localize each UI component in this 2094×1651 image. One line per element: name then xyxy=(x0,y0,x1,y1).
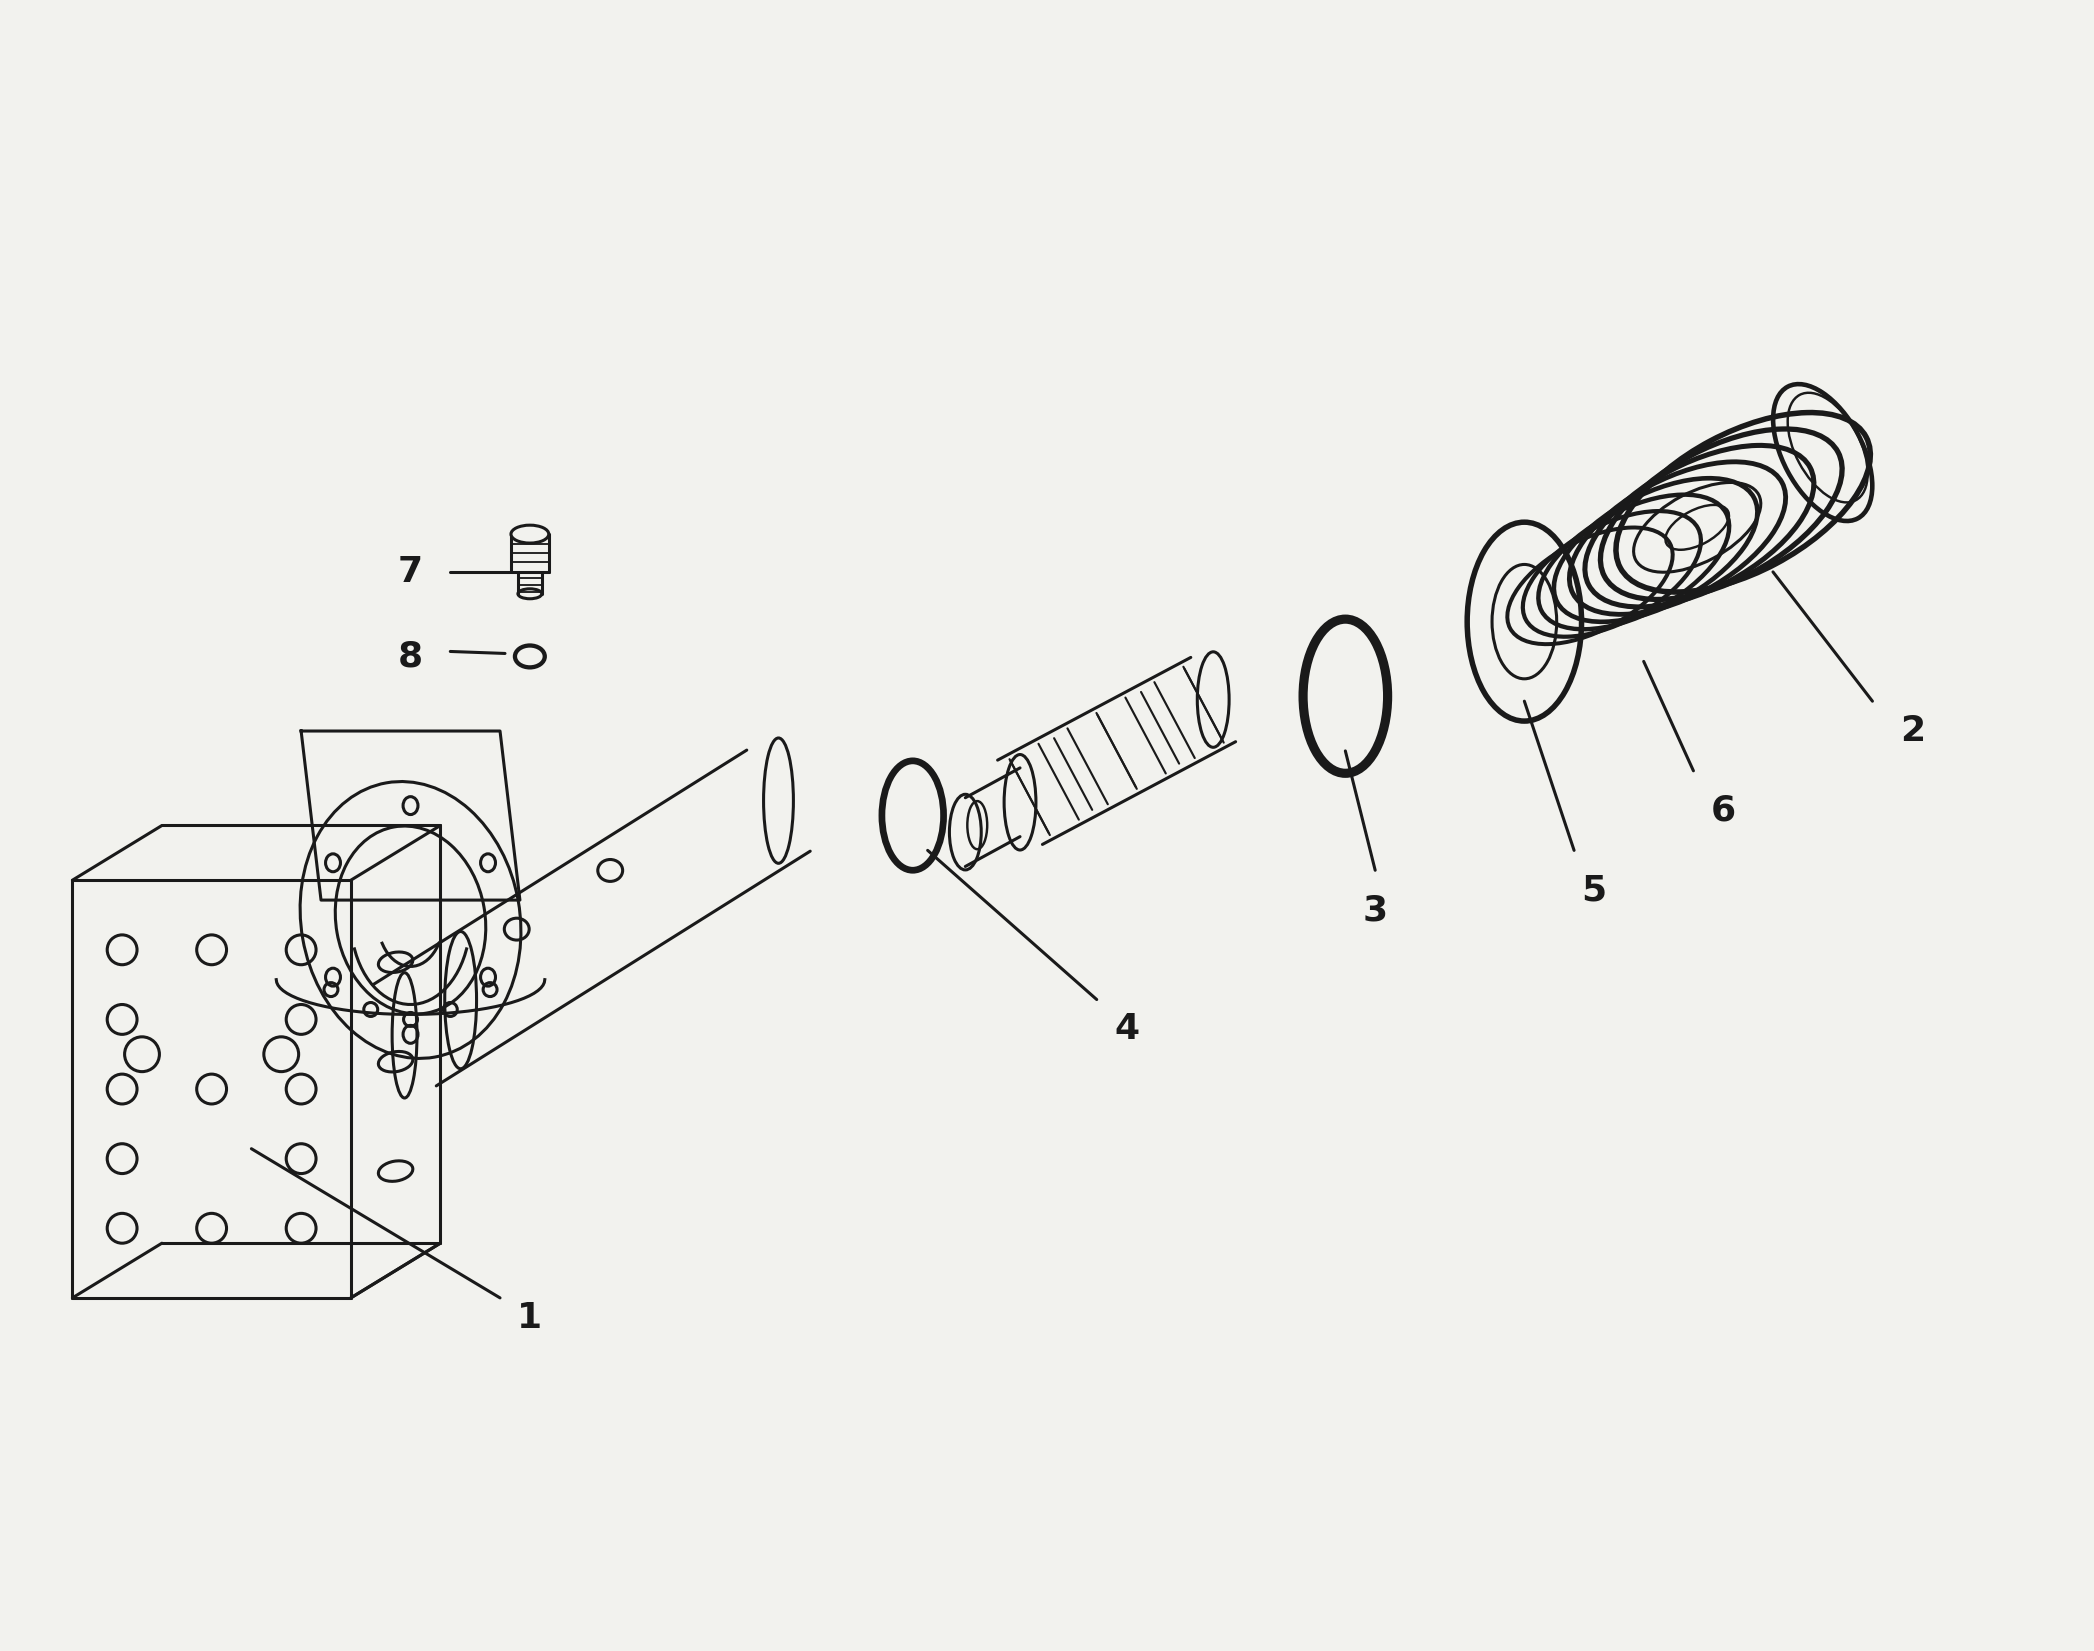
Text: 1: 1 xyxy=(517,1301,542,1334)
Text: 6: 6 xyxy=(1711,794,1736,827)
Text: 5: 5 xyxy=(1581,873,1606,906)
Ellipse shape xyxy=(511,525,549,543)
Text: 3: 3 xyxy=(1363,893,1388,926)
Text: 7: 7 xyxy=(398,555,423,589)
Text: 2: 2 xyxy=(1899,713,1924,748)
Text: 8: 8 xyxy=(398,639,423,674)
Text: 4: 4 xyxy=(1114,1012,1139,1047)
